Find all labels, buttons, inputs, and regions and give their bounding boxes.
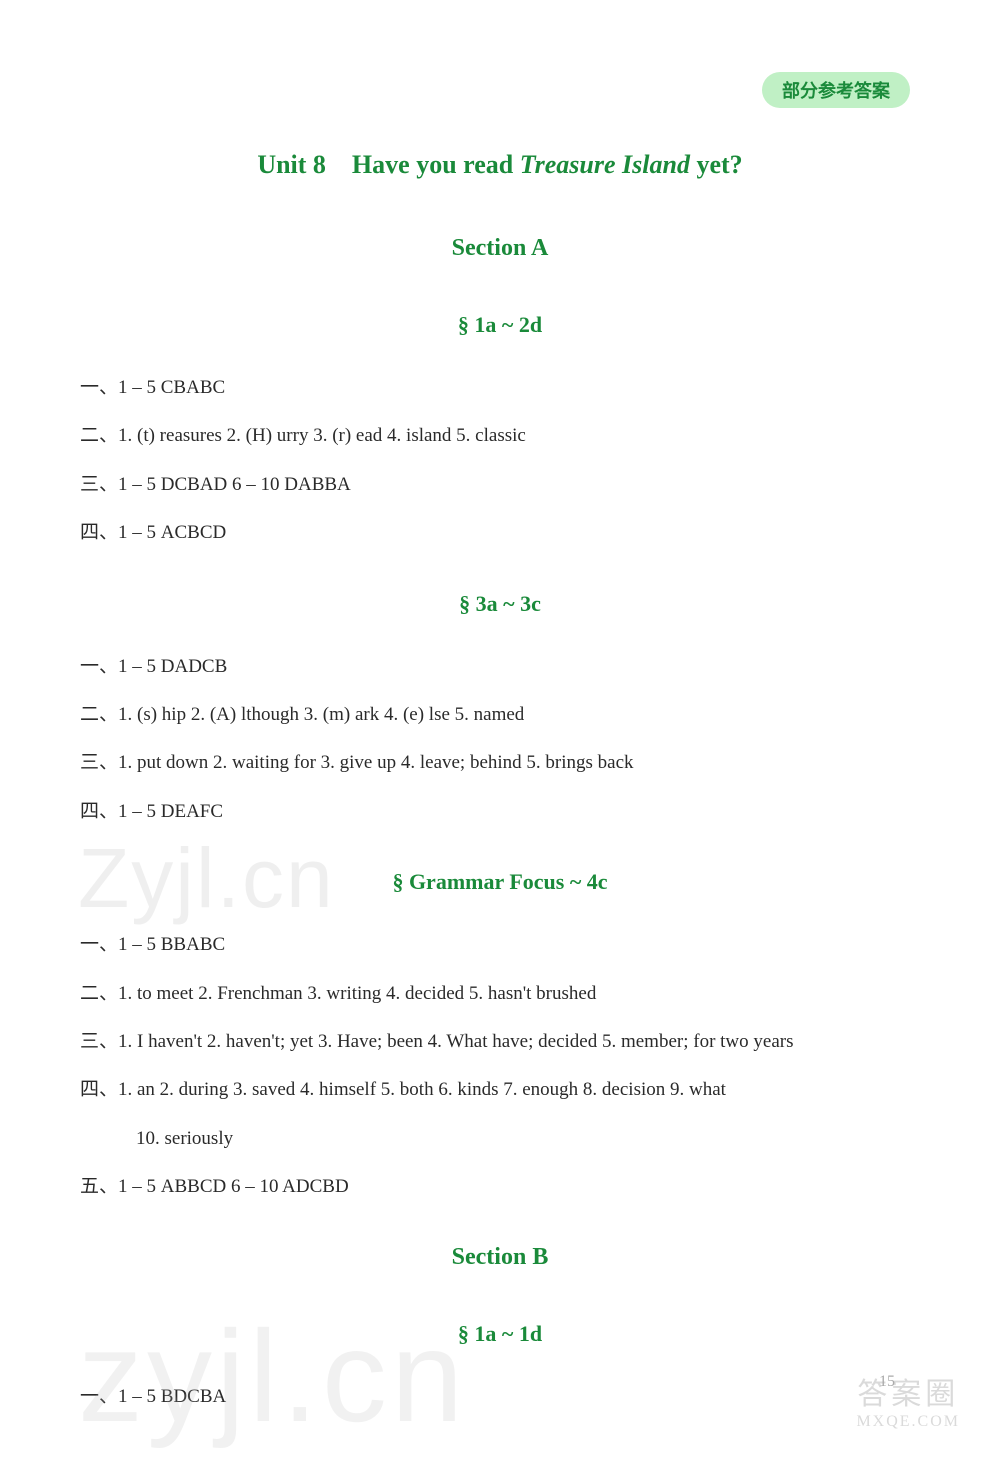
answer-line: 三、1. put down 2. waiting for 3. give up … bbox=[80, 748, 920, 778]
watermark-line-1: 答案圈 bbox=[856, 1369, 960, 1413]
answer-line: 一、1 – 5 BDCBA bbox=[80, 1382, 920, 1412]
block-3: 一、1 – 5 BBABC 二、1. to meet 2. Frenchman … bbox=[80, 930, 920, 1202]
page-number: 15 bbox=[879, 1373, 895, 1391]
watermark-mxqe: 答案圈 MXQE.COM bbox=[856, 1369, 960, 1431]
section-a-title: Section A bbox=[80, 235, 920, 262]
answer-line: 四、1 – 5 ACBCD bbox=[80, 518, 920, 548]
answer-line: 四、1 – 5 DEAFC bbox=[80, 797, 920, 827]
answer-line: 三、1 – 5 DCBAD 6 – 10 DABBA bbox=[80, 470, 920, 500]
block-4: 一、1 – 5 BDCBA bbox=[80, 1382, 920, 1412]
answer-line: 四、1. an 2. during 3. saved 4. himself 5.… bbox=[80, 1075, 920, 1105]
subsection-1a-2d: § 1a ~ 2d bbox=[80, 312, 920, 338]
answer-line: 二、1. (s) hip 2. (A) lthough 3. (m) ark 4… bbox=[80, 700, 920, 730]
block-1: 一、1 – 5 CBABC 二、1. (t) reasures 2. (H) u… bbox=[80, 373, 920, 549]
answer-line-continued: 10. seriously bbox=[136, 1124, 920, 1154]
subsection-3a-3c: § 3a ~ 3c bbox=[80, 591, 920, 617]
block-2: 一、1 – 5 DADCB 二、1. (s) hip 2. (A) lthoug… bbox=[80, 652, 920, 828]
answer-line: 二、1. (t) reasures 2. (H) urry 3. (r) ead… bbox=[80, 421, 920, 451]
answer-badge: 部分参考答案 bbox=[762, 72, 910, 108]
answer-line: 一、1 – 5 DADCB bbox=[80, 652, 920, 682]
answer-line: 一、1 – 5 CBABC bbox=[80, 373, 920, 403]
watermark-line-2: MXQE.COM bbox=[856, 1413, 960, 1431]
answer-line: 三、1. I haven't 2. haven't; yet 3. Have; … bbox=[80, 1027, 920, 1057]
answer-line: 五、1 – 5 ABBCD 6 – 10 ADCBD bbox=[80, 1172, 920, 1202]
title-italic: Treasure Island bbox=[520, 150, 690, 179]
subsection-grammar-focus: § Grammar Focus ~ 4c bbox=[80, 869, 920, 895]
section-b-title: Section B bbox=[80, 1244, 920, 1271]
answer-line: 一、1 – 5 BBABC bbox=[80, 930, 920, 960]
answer-line: 二、1. to meet 2. Frenchman 3. writing 4. … bbox=[80, 979, 920, 1009]
title-prefix: Unit 8 Have you read bbox=[257, 150, 519, 179]
unit-title: Unit 8 Have you read Treasure Island yet… bbox=[80, 150, 920, 180]
subsection-1a-1d: § 1a ~ 1d bbox=[80, 1321, 920, 1347]
title-suffix: yet? bbox=[690, 150, 743, 179]
